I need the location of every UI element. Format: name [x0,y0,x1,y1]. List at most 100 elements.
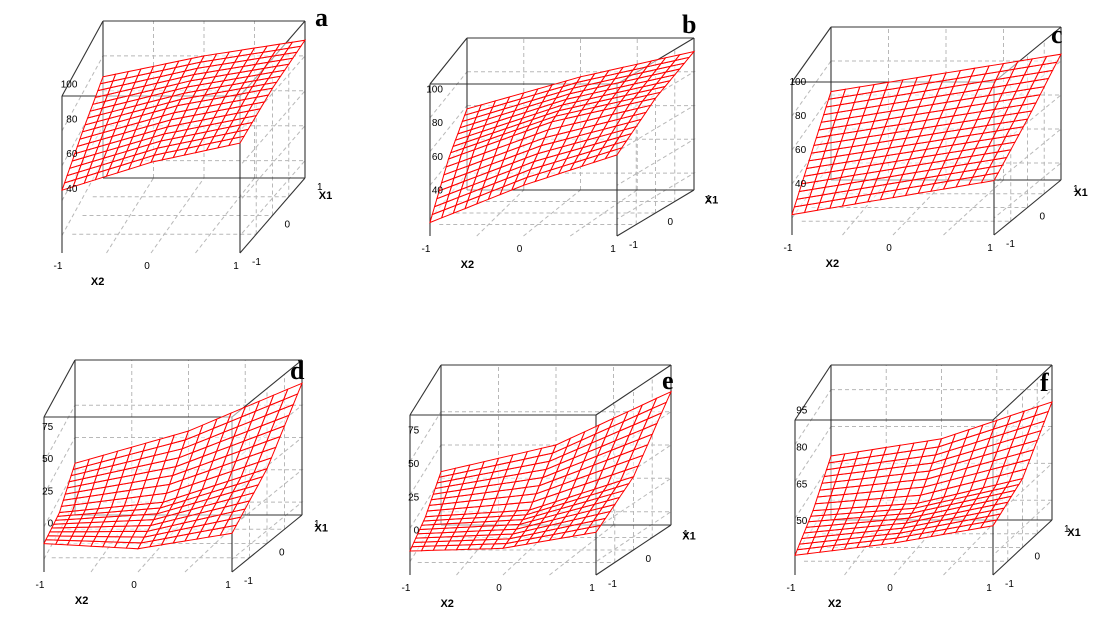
gridline [456,524,499,576]
tick-labels: 40 60 80 100 -1 0 1 -1 0 1 X2 X1 [784,77,1088,270]
x-axis-label: X2 [828,598,841,610]
x-tick-label: -1 [54,261,63,272]
tick-labels: 40 60 80 100 -1 0 1 -1 0 1 X2 X1 [422,84,719,271]
z-tick-label: 0 [48,519,54,530]
box-edge [595,524,672,576]
box-edge [993,179,1062,236]
y-tick-label: 1 [1073,184,1079,195]
panel-f: 50 65 80 95 -1 0 1 -1 0 1 X2 X1 f [728,330,1094,637]
box-edge [61,20,104,97]
x-tick-label: 1 [986,583,992,594]
z-tick-label: 60 [795,145,807,156]
surface-mesh [61,39,307,191]
x-tick-label: 0 [144,261,150,272]
y-tick-label: -1 [252,257,261,268]
x-tick-label: 0 [496,583,502,594]
z-tick-label: 40 [66,184,78,195]
box-edge [239,177,306,254]
y-tick-label: 1 [683,529,689,540]
y-tick-label: 1 [706,194,712,205]
gridline [43,469,76,528]
y-axis-label: X1 [315,522,328,534]
x-tick-label: -1 [784,243,793,254]
y-tick-label: 0 [668,217,674,228]
panel-a: 40 60 80 100 -1 0 1 -1 0 1 X2 X1 a [0,0,364,300]
z-tick-label: 0 [414,526,420,537]
z-tick-label: 95 [796,406,808,417]
surface-cell [287,39,307,49]
y-tick-label: 0 [279,548,285,559]
x-axis-label: X2 [75,595,88,607]
tick-labels: 0 25 50 75 -1 0 1 -1 0 1 X2 X1 [402,426,696,610]
gridline [103,125,307,202]
gridline [441,511,673,563]
y-axis-label: X1 [1074,187,1087,199]
z-tick-label: 80 [66,114,78,125]
y-axis-label: X1 [682,531,695,543]
surface-mesh [794,401,1053,556]
z-tick-label: 80 [795,111,807,122]
gridline [103,160,307,236]
gridline [195,177,255,254]
x-axis-label: X2 [91,276,104,288]
box-edge [429,37,468,85]
box-edge [231,514,303,573]
gridline [831,128,1063,185]
y-tick-label: -1 [629,240,638,251]
y-axis-label: X1 [319,190,332,202]
gridline [893,519,942,576]
x-tick-label: -1 [787,583,796,594]
y-axis-label: X1 [1067,527,1080,539]
panel-b: 40 60 80 100 -1 0 1 -1 0 1 X2 X1 b [364,0,728,300]
x-tick-label: 1 [987,243,993,254]
x-tick-label: 0 [886,243,892,254]
z-tick-label: 80 [432,118,444,129]
z-tick-label: 50 [408,459,420,470]
gridline [429,71,468,119]
panel-e: 0 25 50 75 -1 0 1 -1 0 1 X2 X1 e [364,330,728,637]
x-tick-label: 0 [131,580,137,591]
box-edge [409,364,442,416]
gridline [43,404,76,463]
gridline [103,90,307,167]
panel-c: 40 60 80 100 -1 0 1 -1 0 1 X2 X1 c [728,0,1094,300]
x-axis-label: X2 [826,258,839,270]
surface-plot-d: 0 25 50 75 -1 0 1 -1 0 1 X2 X1 [36,359,328,607]
z-tick-label: 60 [66,149,78,160]
box-edge [43,359,76,418]
y-tick-label: 0 [1040,212,1046,223]
x-tick-label: 0 [887,583,893,594]
gridline [476,189,525,237]
surface-mesh [791,53,1062,216]
x-tick-label: -1 [36,580,45,591]
z-tick-label: 75 [408,426,420,437]
gridline [429,105,468,152]
gridline [43,501,76,560]
surface-plot-c: 40 60 80 100 -1 0 1 -1 0 1 X2 X1 [784,26,1088,270]
tick-labels: 50 65 80 95 -1 0 1 -1 0 1 X2 X1 [787,406,1081,610]
panel-label-d: d [290,356,305,385]
x-tick-label: -1 [402,583,411,594]
z-tick-label: 25 [42,486,54,497]
y-tick-label: 1 [314,519,320,530]
z-tick-label: 80 [796,442,808,453]
z-tick-label: 25 [408,492,420,503]
panel-label-b: b [682,10,697,39]
surface-plot-b: 40 60 80 100 -1 0 1 -1 0 1 X2 X1 [422,37,719,271]
gridline [61,55,104,132]
panel-label-a: a [315,3,328,32]
surface-mesh [43,382,303,550]
gridline [409,411,442,462]
gridline [502,524,557,576]
gridline [441,477,673,529]
tick-labels: 0 25 50 75 -1 0 1 -1 0 1 X2 X1 [36,422,328,607]
gridline [409,444,442,496]
z-tick-label: 50 [42,454,54,465]
y-tick-label: -1 [1005,579,1014,590]
z-tick-label: 50 [796,516,808,527]
surface-cell [282,382,303,401]
gridline [523,189,581,237]
box-edge [791,26,832,83]
x-tick-label: 1 [589,583,595,594]
